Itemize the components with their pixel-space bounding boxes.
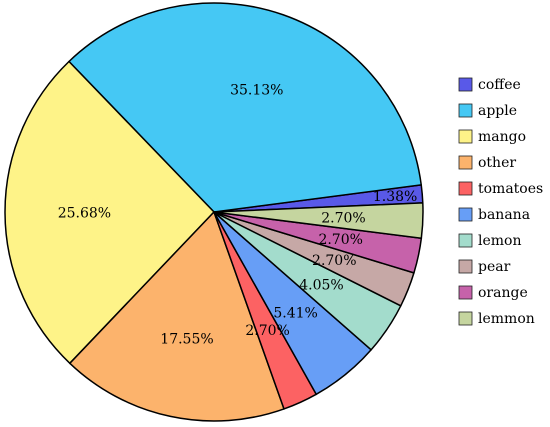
legend-swatch (458, 233, 473, 248)
legend-label: coffee (478, 77, 521, 93)
legend-label: lemmon (478, 311, 535, 327)
slice-value-label: 25.68% (58, 205, 111, 221)
legend-label: orange (478, 285, 528, 301)
legend-swatch (458, 155, 473, 170)
legend-item-mango: mango (458, 129, 526, 145)
legend-label: pear (478, 259, 511, 275)
legend: coffee apple mango other tomatoes banana lemon… (458, 77, 543, 327)
legend-item-lemmon: lemmon (458, 311, 535, 327)
legend-item-apple: apple (458, 103, 517, 119)
legend-label: mango (478, 129, 526, 145)
legend-item-other: other (458, 155, 516, 171)
pie-slice-lemmon (213, 202, 424, 240)
slice-value-label: 1.38% (373, 189, 417, 205)
legend-swatch (458, 129, 473, 144)
legend-swatch (458, 207, 473, 222)
pie-slice-mango (4, 60, 215, 365)
legend-label: other (478, 155, 516, 171)
legend-item-pear: pear (458, 259, 511, 275)
legend-item-banana: banana (458, 207, 530, 223)
legend-label: lemon (478, 233, 521, 249)
legend-item-orange: orange (458, 285, 528, 301)
legend-swatch (458, 103, 473, 118)
legend-swatch (458, 181, 473, 196)
legend-label: tomatoes (478, 181, 543, 197)
legend-item-coffee: coffee (458, 77, 521, 93)
slice-value-label: 4.05% (299, 277, 343, 293)
slice-value-label: 17.55% (160, 332, 213, 348)
legend-item-lemon: lemon (458, 233, 521, 249)
legend-swatch (458, 259, 473, 274)
pie-value-labels: 1.38%35.13%25.68%17.55%2.70%5.41%4.05%2.… (58, 83, 418, 348)
slice-value-label: 35.13% (230, 83, 283, 99)
legend-label: banana (478, 207, 530, 223)
pie-slice-other (69, 211, 285, 422)
slice-value-label: 5.41% (273, 306, 317, 322)
slice-value-label: 2.70% (321, 210, 365, 226)
legend-label: apple (478, 103, 517, 119)
legend-swatch (458, 77, 473, 92)
legend-swatch (458, 285, 473, 300)
pie-slices (4, 2, 424, 422)
slice-value-label: 2.70% (312, 253, 356, 269)
pie-slice-apple (68, 2, 422, 213)
slice-value-label: 2.70% (318, 232, 362, 248)
legend-swatch (458, 311, 473, 326)
legend-item-tomatoes: tomatoes (458, 181, 543, 197)
slice-value-label: 2.70% (245, 323, 289, 339)
